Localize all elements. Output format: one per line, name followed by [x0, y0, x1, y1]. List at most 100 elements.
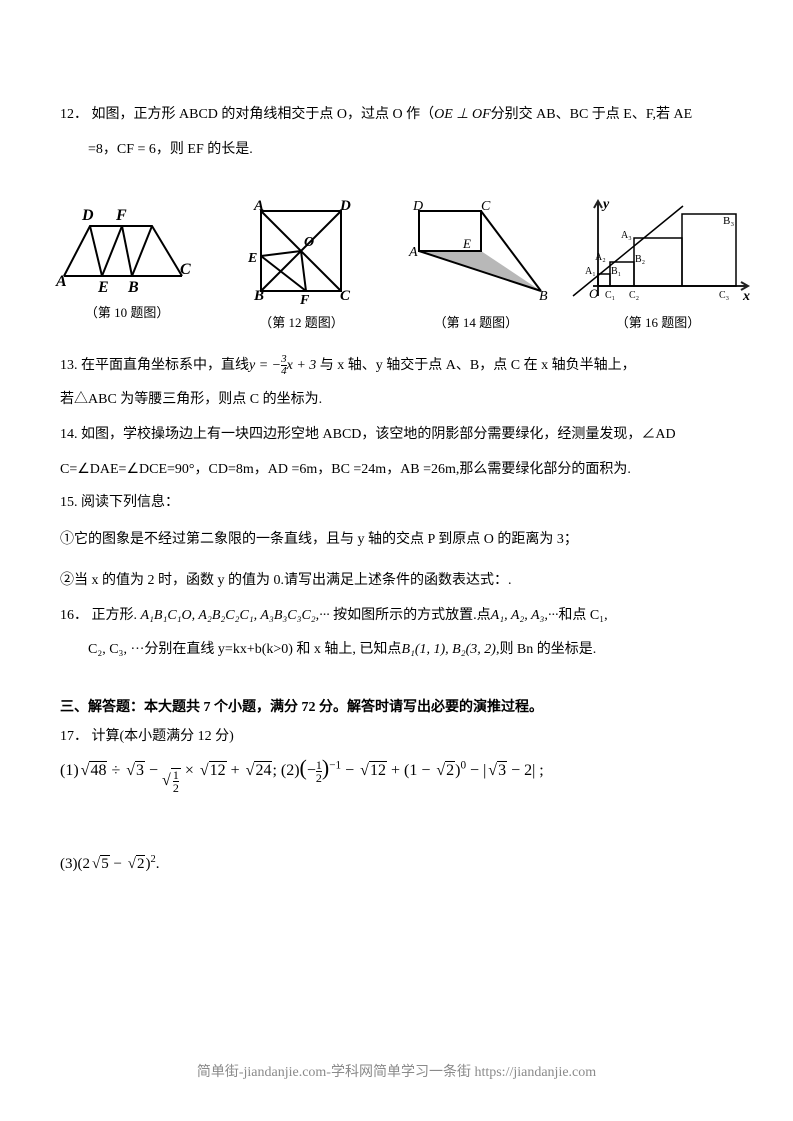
fig14-E: E — [462, 236, 471, 251]
fig12-F: F — [299, 293, 310, 306]
q17-eq3: (3)(25 − 2)2. — [60, 854, 733, 873]
fig16-y: y — [601, 197, 610, 212]
q17-fd: 2 — [173, 781, 179, 794]
fig12-C: C — [340, 288, 351, 304]
fig16-C1: C₁ — [605, 290, 615, 301]
fig14-svg: D C A E B — [401, 196, 551, 306]
q16-l2b: ,则 Bn 的坐标是. — [496, 642, 596, 657]
q12-math: OE ⊥ OF — [434, 107, 491, 122]
q17-s12: 12 — [209, 761, 227, 779]
q16-b1b2: B₁(1, 1), B₂(3, 2) — [401, 642, 496, 657]
fig14-A: A — [408, 245, 418, 260]
q17-num: 17． — [60, 729, 88, 744]
q17-fn: 1 — [173, 768, 179, 782]
fig12: A D B C O E F （第 12 题图） — [214, 196, 388, 331]
fig12-B: B — [253, 288, 264, 304]
q13-text-b: 与 x 轴、y 轴交于点 A、B，点 C 在 x 轴负半轴上， — [320, 358, 636, 373]
q13-eqpost: x + 3 — [287, 358, 317, 373]
q17-1m: (1 − — [404, 762, 434, 779]
fig10-B: B — [127, 279, 139, 296]
q17-3-s5: 5 — [100, 855, 110, 872]
q17-end: ; — [535, 762, 543, 779]
q16-pts: A₁, A₂, A₃,··· — [491, 608, 559, 623]
q17-abs: − | — [466, 762, 486, 779]
q17-equation: (1)48 ÷ 3 − √12 × 12 + 24; (2)((−−12)−1 … — [60, 755, 733, 794]
q14-line1: 14. 如图，学校操场边上有一块四边形空地 ABCD，该空地的阴影部分需要绿化，… — [60, 420, 733, 451]
fig12-svg: A D B C O E F — [236, 196, 366, 306]
q17-s12b: 12 — [369, 761, 387, 779]
q17-m1: − — [145, 762, 162, 779]
fig10-C: C — [180, 261, 191, 278]
fig16-O: O — [589, 286, 599, 301]
q17-3-o: (2 — [78, 856, 91, 872]
q16-text-b: 按如图所示的方式放置.点 — [333, 608, 491, 623]
figure-row: A E B D F C （第 10 题图） A D B C O E F — [40, 196, 753, 331]
fig12-E: E — [247, 251, 257, 266]
fig10-E: E — [97, 279, 109, 296]
fig10: A E B D F C （第 10 题图） — [40, 196, 214, 331]
q16-line2: C₂, C₃, ···分别在直线 y=kx+b(k>0) 和 x 轴上, 已知点… — [60, 635, 733, 666]
fig10-D: D — [81, 207, 94, 224]
q16-num: 16． — [60, 608, 88, 623]
q12-text-a: 如图，正方形 ABCD 的对角线相交于点 O，过点 O 作（ — [92, 107, 435, 122]
q17-s3: 3 — [135, 761, 145, 779]
page-footer: 简单街-jiandanjie.com-学科网简单学习一条街 https://ji… — [0, 1061, 793, 1081]
q16-seq: A₁B₁C₁O, A₂B₂C₂C₁, A₃B₃C₃C₂,··· — [141, 608, 330, 623]
q14-text1: 如图，学校操场边上有一块四边形空地 ABCD，该空地的阴影部分需要绿化，经测量发… — [81, 427, 676, 442]
q17-head: 17． 计算(本小题满分 12 分) — [60, 724, 733, 749]
fig10-F: F — [115, 207, 127, 224]
q17-m2: − — [341, 762, 358, 779]
q13-eq: y = −34x + 3 — [249, 358, 316, 373]
fig16-svg: O x y A₁ A₂ A₃ B₁ B₂ B₃ C₁ C₂ C₃ — [563, 196, 753, 306]
q14-line2: C=∠DAE=∠DCE=90°，CD=8m，AD =6m，BC =24m，AB … — [60, 455, 733, 486]
q15-num: 15. — [60, 495, 78, 510]
fig14: D C A E B （第 14 题图） — [389, 196, 563, 331]
fig16-caption: （第 16 题图） — [563, 312, 753, 331]
fig16-C2: C₂ — [629, 290, 639, 301]
q13-text-a: 在平面直角坐标系中，直线 — [81, 358, 249, 373]
q17-div: ÷ — [107, 762, 124, 779]
q12-line1: 12． 如图，正方形 ABCD 的对角线相交于点 O，过点 O 作（OE ⊥ O… — [60, 100, 733, 131]
fig10-svg: A E B D F C — [52, 196, 202, 296]
q17-s3b: 3 — [497, 761, 507, 779]
q12-num: 12． — [60, 107, 88, 122]
q15-line2: ①它的图象是不经过第二象限的一条直线，且与 y 轴的交点 P 到原点 O 的距离… — [60, 525, 733, 556]
fig12-A: A — [253, 198, 264, 214]
q17-semi: ; — [272, 762, 280, 779]
fig16-A2: A₂ — [595, 252, 606, 263]
q17-3-lbl: (3) — [60, 856, 78, 872]
q16-text-c: 和点 C₁, — [558, 608, 607, 623]
fig12-caption: （第 12 题图） — [214, 312, 388, 331]
q16-text-a: 正方形. — [92, 608, 138, 623]
fig16-B2: B₂ — [635, 254, 645, 265]
fig16-A3: A₃ — [621, 230, 632, 241]
q16-line1: 16． 正方形. A₁B₁C₁O, A₂B₂C₂C₁, A₃B₃C₃C₂,···… — [60, 601, 733, 632]
q14-num: 14. — [60, 427, 78, 442]
fig10-A: A — [55, 273, 67, 290]
fig14-caption: （第 14 题图） — [389, 312, 563, 331]
fig14-D: D — [412, 199, 423, 214]
q17-p2: (2) — [281, 762, 300, 779]
q17-p1: (1) — [60, 762, 79, 779]
q17-p: + — [227, 762, 244, 779]
fig16-B3: B₃ — [723, 215, 734, 227]
fig16-A1: A₁ — [585, 266, 596, 277]
q15-line3: ②当 x 的值为 2 时，函数 y 的值为 0.请写出满足上述条件的函数表达式：… — [60, 566, 733, 597]
q15-text1: 阅读下列信息： — [81, 495, 179, 510]
q15-line1: 15. 阅读下列信息： — [60, 490, 733, 515]
fig10-caption: （第 10 题图） — [40, 302, 214, 321]
q17-s24: 24 — [254, 761, 272, 779]
q17-p2b: + — [387, 762, 404, 779]
q16-l2a: C₂, C₃, ···分别在直线 y=kx+b(k>0) 和 x 轴上, 已知点 — [88, 642, 401, 657]
fig16-x: x — [742, 289, 750, 304]
section3-heading: 三、解答题：本大题共 7 个小题，满分 72 分。解答时请写出必要的演推过程。 — [60, 696, 733, 716]
q17-en1: −1 — [329, 760, 341, 772]
fig16-C3: C₃ — [719, 290, 729, 301]
fig14-C: C — [481, 199, 491, 214]
q12-text-b: 分别交 AB、BC 于点 E、F,若 AE — [491, 107, 693, 122]
q12-line2: =8，CF = 6，则 EF 的长是. — [60, 135, 733, 166]
q17-x: × — [181, 762, 198, 779]
fig12-D: D — [339, 198, 351, 214]
q17-title: 计算(本小题满分 12 分) — [92, 729, 234, 744]
q17-3-m: − — [110, 856, 126, 872]
